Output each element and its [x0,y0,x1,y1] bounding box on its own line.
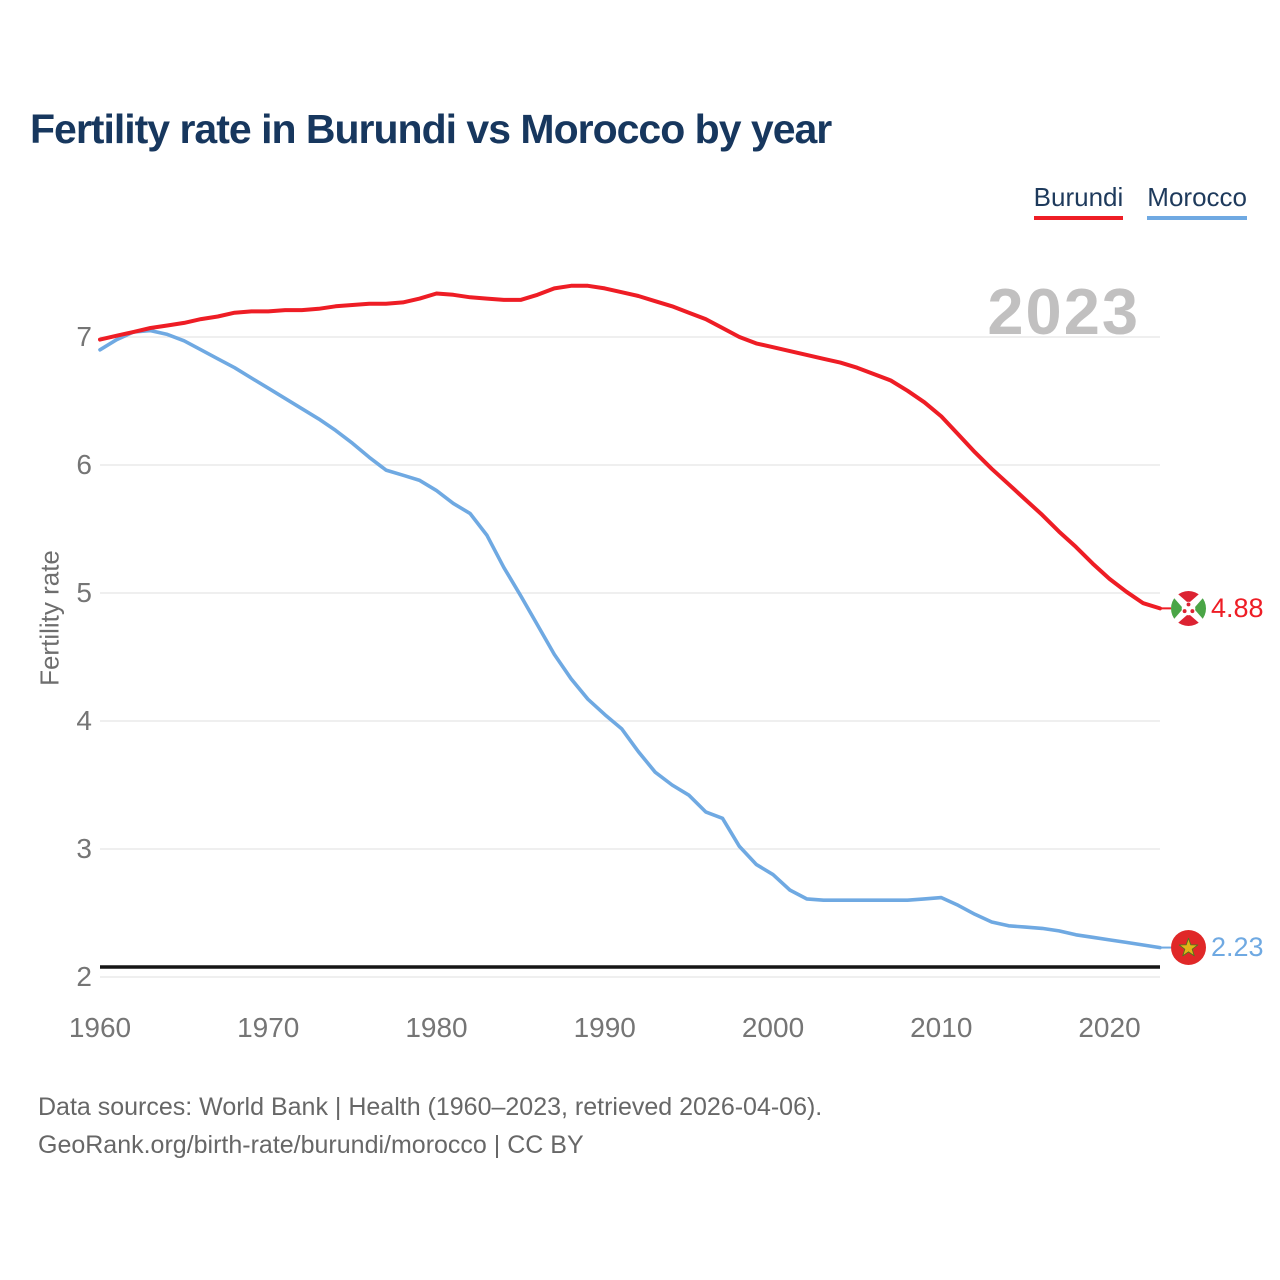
burundi-end-value: 4.88 [1211,592,1264,623]
source-footer: Data sources: World Bank | Health (1960–… [38,1088,822,1164]
x-tick-label-1980: 1980 [405,1012,468,1043]
y-tick-label-7: 7 [76,321,92,352]
x-tick-label-1970: 1970 [237,1012,300,1043]
x-tick-label-2020: 2020 [1078,1012,1141,1043]
attribution-line: GeoRank.org/birth-rate/burundi/morocco |… [38,1131,584,1159]
burundi-flag-icon [1171,590,1206,626]
current-year-watermark: 2023 [987,275,1140,348]
y-tick-label-3: 3 [76,833,92,864]
y-tick-label-5: 5 [76,577,92,608]
legend-item-burundi[interactable]: Burundi [1033,182,1124,220]
y-axis-title: Fertility rate [34,550,65,686]
legend: Burundi Morocco [1033,182,1247,220]
x-tick-label-2010: 2010 [910,1012,973,1043]
chart-title: Fertility rate in Burundi vs Morocco by … [30,106,832,152]
y-tick-label-6: 6 [76,449,92,480]
y-tick-label-4: 4 [76,705,92,736]
x-tick-label-1990: 1990 [573,1012,636,1043]
legend-item-morocco[interactable]: Morocco [1147,182,1247,220]
x-tick-label-2000: 2000 [741,1012,805,1043]
morocco-flag-icon [1171,930,1206,966]
chart-canvas [98,283,1171,978]
morocco-line[interactable] [98,328,1162,950]
chart-plot-area [0,240,1280,1060]
morocco-end-value: 2.23 [1211,932,1264,963]
y-tick-label-2: 2 [76,961,92,992]
burundi-line[interactable] [98,283,1162,611]
end-label-morocco: 2.23 [1171,930,1264,966]
source-line: Data sources: World Bank | Health (1960–… [38,1093,823,1121]
end-label-burundi: 4.88 [1171,590,1264,626]
x-tick-label-1960: 1960 [68,1012,132,1043]
